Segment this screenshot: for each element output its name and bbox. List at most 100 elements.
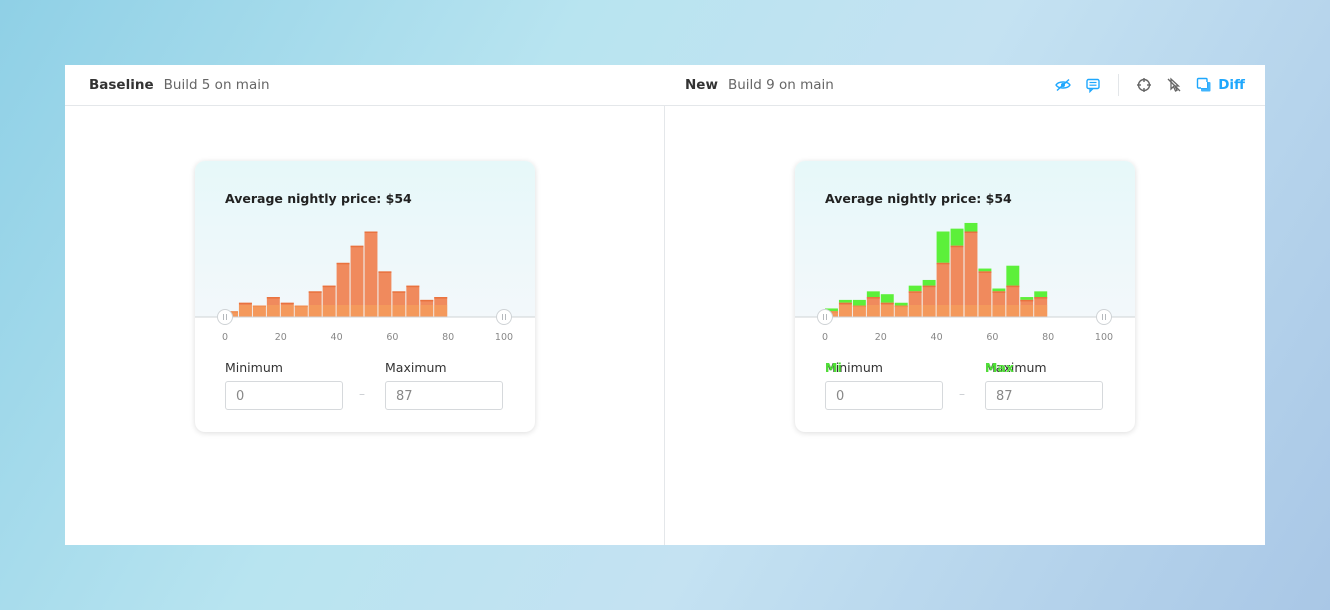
- histogram-bar: [350, 245, 364, 317]
- diff-bar: [880, 294, 894, 303]
- new-label: New: [685, 77, 718, 93]
- histogram-bar-highlight: [238, 305, 252, 317]
- diff-label: Diff: [1218, 77, 1245, 93]
- minimum-label: Minimum: [825, 360, 883, 375]
- diff-bar: [922, 279, 936, 286]
- histogram-bar-top: [1006, 285, 1020, 288]
- histogram-bar-highlight: [1006, 305, 1020, 317]
- visual-diff-window: Baseline Build 5 on main New Build 9 on …: [65, 65, 1265, 545]
- histogram-bar-top: [1034, 297, 1048, 299]
- minimum-input[interactable]: 0: [825, 381, 943, 410]
- maximum-label: Maximum: [385, 360, 447, 375]
- histogram-bar: [336, 262, 350, 317]
- diff-bar: [936, 231, 950, 263]
- histogram-bar-highlight: [1020, 305, 1034, 317]
- histogram-bar-top: [336, 262, 350, 265]
- histogram-bar-top: [364, 231, 378, 233]
- histogram-bar-highlight: [294, 305, 308, 317]
- range-min-handle[interactable]: [217, 309, 233, 325]
- histogram-bar-top: [350, 245, 364, 248]
- x-tick-label: 40: [931, 332, 943, 343]
- histogram-bar-top: [950, 245, 964, 248]
- diff-bar: [992, 288, 1006, 292]
- histogram-bar-highlight: [894, 305, 908, 317]
- diff-bar: [852, 299, 866, 306]
- crosshair-icon[interactable]: [1135, 76, 1153, 94]
- histogram-bar: [364, 231, 378, 317]
- range-max-handle[interactable]: [1096, 309, 1112, 325]
- histogram-bar-highlight: [950, 305, 964, 317]
- histogram-bar-highlight: [378, 305, 392, 317]
- diff-bar: [1034, 291, 1048, 298]
- baseline-build[interactable]: Build 5 on main: [163, 77, 270, 93]
- x-tick-label: 0: [222, 332, 228, 343]
- minimum-input[interactable]: 0: [225, 381, 343, 410]
- diff-bar: [908, 285, 922, 292]
- x-tick-label: 80: [1042, 332, 1054, 343]
- histogram-bar-top: [280, 302, 294, 305]
- histogram-bar-highlight: [978, 305, 992, 317]
- histogram-bar-top: [238, 302, 252, 305]
- histogram-bar-top: [434, 297, 448, 299]
- average-price-title: Average nightly price: $54: [825, 191, 1012, 206]
- x-tick-label: 20: [275, 332, 287, 343]
- histogram-bar-highlight: [866, 305, 880, 317]
- histogram-bar-highlight: [880, 305, 894, 317]
- diff-bar: [1006, 265, 1020, 286]
- histogram-bar-top: [922, 285, 936, 288]
- histogram-bar-highlight: [350, 305, 364, 317]
- histogram-bar-highlight: [908, 305, 922, 317]
- histogram-bar-highlight: [392, 305, 406, 317]
- histogram-bar-highlight: [964, 305, 978, 317]
- histogram-bar-highlight: [364, 305, 378, 317]
- maximum-label: Maximum: [985, 360, 1047, 375]
- diff-bar: [978, 268, 992, 272]
- histogram-bar-top: [266, 297, 280, 299]
- histogram-bar-top: [978, 271, 992, 273]
- diff-icon: [1195, 76, 1213, 94]
- histogram-bar-highlight: [336, 305, 350, 317]
- toolbar: Diff: [1054, 65, 1245, 105]
- histogram-bar-top: [866, 297, 880, 299]
- histogram-bar-highlight: [420, 305, 434, 317]
- x-tick-label: 100: [495, 332, 513, 343]
- histogram-bar-highlight: [322, 305, 336, 317]
- histogram-bar-highlight: [406, 305, 420, 317]
- histogram-bar-top: [880, 302, 894, 305]
- new-pane: Average nightly price: $54 0 20 40 60 80 100 …: [665, 106, 1264, 545]
- eye-off-icon[interactable]: [1054, 76, 1072, 94]
- range-min-handle[interactable]: [817, 309, 833, 325]
- comments-icon[interactable]: [1084, 76, 1102, 94]
- histogram-bar-top: [992, 291, 1006, 293]
- comparison-header: Baseline Build 5 on main New Build 9 on …: [65, 65, 1265, 106]
- histogram-bar-highlight: [992, 305, 1006, 317]
- strikethrough-pointer-icon[interactable]: [1165, 76, 1183, 94]
- diff-bar: [950, 228, 964, 246]
- x-tick-label: 100: [1095, 332, 1113, 343]
- pane-divider: [664, 105, 665, 545]
- average-price-title: Average nightly price: $54: [225, 191, 412, 206]
- baseline-pane: Average nightly price: $54 0 20 40 60 80 100 …: [65, 106, 664, 545]
- histogram-bar-highlight: [1034, 305, 1048, 317]
- price-filter-card: Average nightly price: $54 0 20 40 60 80 100 …: [195, 161, 535, 432]
- histogram-bar: [964, 231, 978, 317]
- new-build[interactable]: Build 9 on main: [727, 77, 834, 93]
- histogram-bar: [950, 245, 964, 317]
- new-header: New Build 9 on main: [685, 65, 834, 105]
- histogram-bar-highlight: [308, 305, 322, 317]
- diff-bar: [964, 222, 978, 232]
- range-dash: –: [359, 387, 365, 401]
- x-tick-label: 20: [875, 332, 887, 343]
- histogram-bar-highlight: [838, 305, 852, 317]
- price-histogram: 0 20 40 60 80 100: [195, 231, 535, 343]
- maximum-input[interactable]: 87: [985, 381, 1103, 410]
- histogram-bar-top: [378, 271, 392, 273]
- histogram-bar-top: [392, 291, 406, 293]
- histogram-bar: [936, 262, 950, 317]
- histogram-bar-highlight: [252, 305, 266, 317]
- diff-button[interactable]: Diff: [1195, 76, 1245, 94]
- minimum-label-diff: Mi: [825, 360, 842, 375]
- maximum-input[interactable]: 87: [385, 381, 503, 410]
- range-max-handle[interactable]: [496, 309, 512, 325]
- diff-bar: [866, 291, 880, 298]
